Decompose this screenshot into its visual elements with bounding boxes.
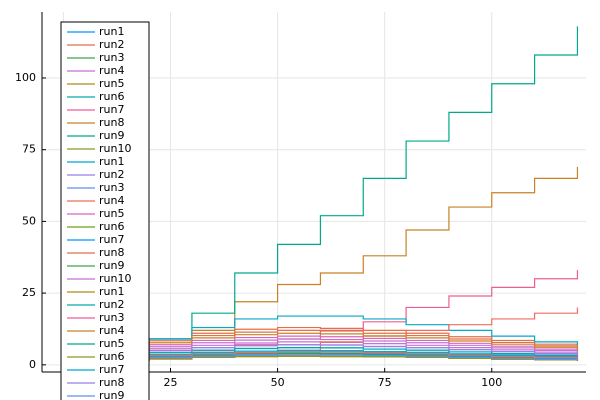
y-tick-label: 0 <box>29 358 36 371</box>
legend-label: run5 <box>99 207 124 220</box>
legend-label: run6 <box>99 220 124 233</box>
x-tick-label: 25 <box>164 376 178 389</box>
legend-label: run3 <box>99 311 124 324</box>
legend-label: run7 <box>99 363 124 376</box>
x-tick-label: 75 <box>378 376 392 389</box>
legend-label: run4 <box>99 194 124 207</box>
legend-label: run9 <box>99 389 124 400</box>
legend-label: run8 <box>99 116 124 129</box>
x-tick-label: 50 <box>271 376 285 389</box>
y-tick-label: 75 <box>22 143 36 156</box>
legend-label: run4 <box>99 324 124 337</box>
legend-label: run10 <box>99 272 131 285</box>
legend-label: run1 <box>99 285 124 298</box>
legend-label: run2 <box>99 298 124 311</box>
legend-label: run1 <box>99 155 124 168</box>
legend-label: run7 <box>99 103 124 116</box>
y-tick-label: 25 <box>22 286 36 299</box>
legend-label: run5 <box>99 337 124 350</box>
legend-label: run3 <box>99 51 124 64</box>
legend-label: run3 <box>99 181 124 194</box>
legend-label: run9 <box>99 259 124 272</box>
legend-label: run7 <box>99 233 124 246</box>
legend-label: run5 <box>99 77 124 90</box>
y-tick-label: 100 <box>15 71 36 84</box>
legend-label: run6 <box>99 90 124 103</box>
legend-label: run6 <box>99 350 124 363</box>
legend-label: run10 <box>99 142 131 155</box>
legend-label: run9 <box>99 129 124 142</box>
legend-box <box>60 21 150 400</box>
y-tick-label: 50 <box>22 214 36 227</box>
legend-label: run8 <box>99 246 124 259</box>
legend-label: run1 <box>99 25 124 38</box>
legend-label: run8 <box>99 376 124 389</box>
x-tick-label: 100 <box>481 376 502 389</box>
legend-label: run4 <box>99 64 124 77</box>
legend-label: run2 <box>99 168 124 181</box>
legend-label: run2 <box>99 38 124 51</box>
